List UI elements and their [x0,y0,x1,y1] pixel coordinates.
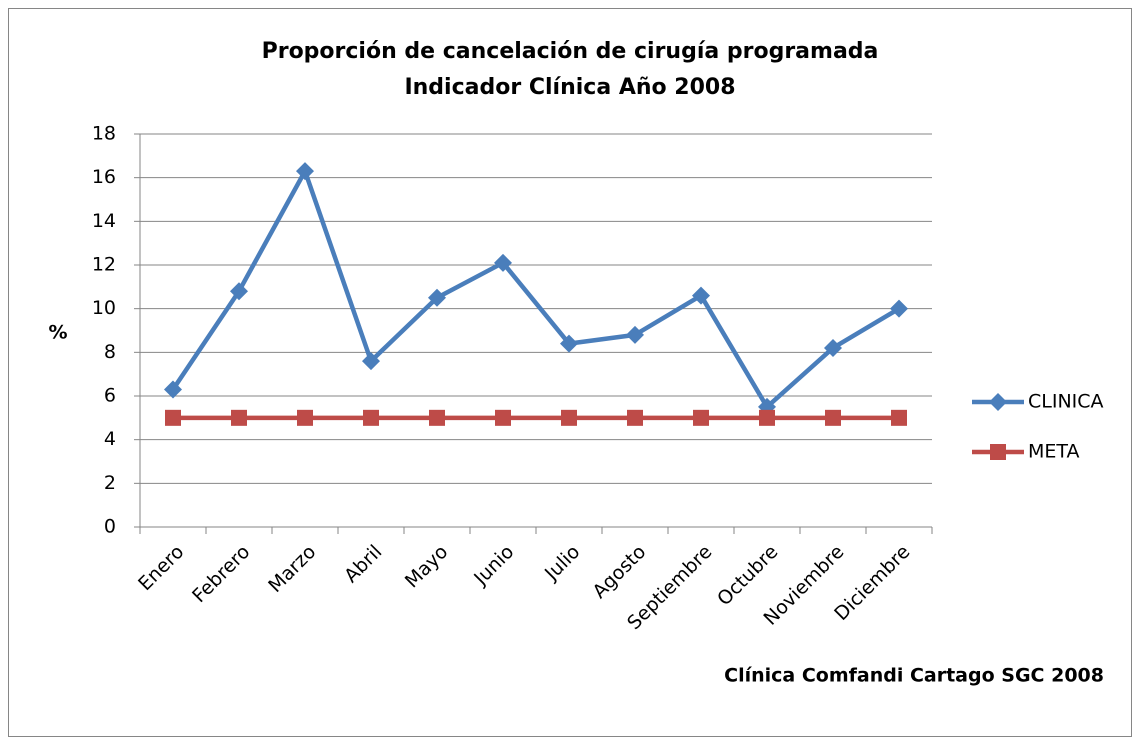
y-tick-label: 0 [104,516,116,538]
legend-label: CLINICA [1028,391,1104,413]
chart-title: Indicador Clínica Año 2008 [404,75,735,100]
data-point [759,409,775,426]
data-point [296,162,314,181]
y-tick-label: 4 [104,428,116,450]
y-tick-label: 10 [92,297,116,319]
data-point [164,380,182,399]
y-axis-label: % [48,322,67,344]
data-point [428,288,446,307]
data-point [297,409,313,426]
data-point [231,409,247,426]
data-point [362,352,380,371]
y-tick-label: 8 [104,341,116,363]
data-point [627,409,643,426]
legend-marker [989,393,1007,411]
annotation: Clínica Comfandi Cartago SGC 2008 [724,665,1104,687]
y-tick-label: 14 [92,210,116,232]
legend-marker [990,444,1006,460]
y-tick-label: 6 [104,385,116,407]
y-tick-label: 2 [104,472,116,494]
data-point [230,282,248,301]
y-tick-label: 18 [92,123,116,145]
chart-frame [8,8,1132,737]
y-tick-label: 16 [92,166,116,188]
data-point [560,334,578,353]
data-point [429,409,445,426]
y-tick-label: 12 [92,254,116,276]
data-point [495,409,511,426]
data-point [363,409,379,426]
data-point [825,409,841,426]
chart-title: Proporción de cancelación de cirugía pro… [262,39,879,64]
data-point [824,338,842,357]
data-point [890,299,908,318]
legend-label: META [1028,441,1080,463]
data-point [891,409,907,426]
series-line [171,168,901,410]
data-point [561,409,577,426]
data-point [165,409,181,426]
data-point [626,325,644,344]
data-point [692,286,710,305]
data-point [693,409,709,426]
data-point [494,253,512,272]
